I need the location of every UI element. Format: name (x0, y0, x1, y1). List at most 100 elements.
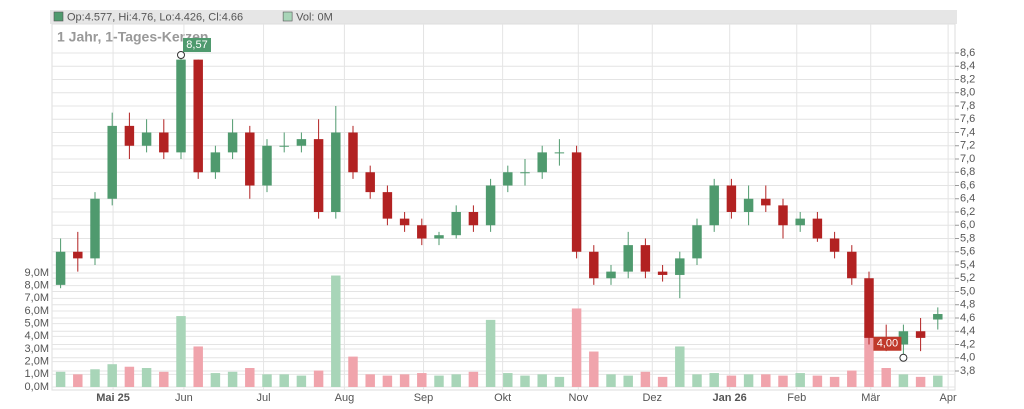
y2-tick-label: 9,0M (25, 267, 49, 279)
volume-bar (227, 371, 238, 387)
volume-bar (898, 374, 909, 387)
volume-bar (537, 374, 547, 387)
x-tick-label: Apr (940, 392, 957, 404)
candle-body (623, 245, 633, 272)
y-tick-label: 5,6 (960, 246, 975, 258)
candle-body (812, 218, 823, 239)
annotation-marker (177, 50, 185, 59)
y-tick-label: 8,2 (960, 73, 975, 85)
y2-tick-label: 4,0M (25, 330, 49, 342)
volume-bar (623, 375, 633, 387)
volume-bar (382, 375, 393, 387)
y2-tick-label: 3,0M (25, 343, 49, 355)
y-tick-label: 8,0 (960, 87, 975, 99)
x-tick-label: Jul (257, 392, 271, 404)
candle-body (709, 185, 719, 226)
volume-bar (107, 364, 117, 387)
y2-tick-label: 0,0M (25, 381, 49, 393)
y-tick-label: 5,0 (960, 285, 975, 297)
volume-bar (279, 374, 289, 387)
candle-body (107, 125, 117, 199)
volume-bar (778, 375, 788, 387)
annotation-marker (899, 353, 908, 362)
candle-body (485, 185, 496, 226)
volume-bar (520, 375, 530, 387)
candle-body (657, 271, 668, 275)
volume-bar (795, 373, 805, 387)
volume-bar (881, 368, 891, 387)
y2-tick-label: 5,0M (25, 318, 49, 330)
annotation-box (183, 37, 211, 52)
annotation-label: 8,57 (186, 39, 207, 51)
volume-bar (73, 374, 83, 387)
y-tick-label: 4,2 (960, 338, 975, 350)
candle-body (503, 172, 513, 186)
y-tick-label: 5,2 (960, 272, 975, 284)
candle-body (795, 218, 805, 226)
candle-body (640, 245, 651, 272)
candle-body (55, 251, 66, 285)
volume-bar (90, 369, 100, 387)
legend-swatch (282, 11, 293, 22)
volume-bar (55, 371, 66, 387)
legend-text: Op:4.577, Hi:4.76, Lo:4.426, Cl:4.66 (67, 11, 243, 23)
volume-bar (262, 374, 272, 387)
volume-bar (743, 374, 754, 387)
x-tick-label: Jun (175, 392, 193, 404)
volume-bar (245, 368, 255, 387)
candle-body (399, 218, 410, 226)
candle-body (554, 152, 565, 154)
y-tick-label: 6,0 (960, 219, 975, 231)
x-tick-label: Jan 26 (713, 392, 747, 404)
candle-body (434, 235, 444, 239)
header-bar (50, 10, 957, 24)
candle-body (915, 331, 926, 338)
candle-body (193, 59, 203, 173)
candle-body (692, 225, 702, 259)
candle-body (898, 331, 909, 345)
candle-body (227, 132, 238, 153)
volume-bar (365, 374, 375, 387)
volume-bar (176, 316, 186, 387)
volume-bar (692, 374, 702, 387)
plot-frame (51, 23, 956, 391)
candle-body (279, 145, 289, 147)
volume-bar (589, 351, 599, 387)
candle-body (382, 192, 393, 219)
annotation-box (873, 336, 902, 351)
volume-bar (864, 333, 874, 387)
volume-bar (503, 373, 513, 387)
volume-bar (141, 368, 152, 387)
candle-body (313, 139, 324, 212)
volume-bar (124, 366, 135, 387)
volume-bar (640, 371, 651, 387)
volume-bar (434, 375, 444, 387)
y2-tick-label: 2,0M (25, 356, 49, 368)
volume-bar (829, 376, 840, 387)
y-tick-label: 4,0 (960, 352, 975, 364)
candle-body (468, 212, 479, 226)
volume-bar (451, 374, 461, 387)
candle-body (262, 145, 272, 186)
y2-tick-label: 8,0M (25, 280, 49, 292)
subtitle: 1 Jahr, 1-Tages-Kerzen (57, 29, 208, 45)
y-tick-label: 6,2 (960, 206, 975, 218)
volume-bar (709, 373, 719, 387)
candle-body (73, 251, 83, 259)
candle-body (245, 132, 255, 186)
candle-body (778, 205, 788, 226)
y-tick-label: 8,6 (960, 47, 975, 59)
y-tick-label: 5,4 (960, 259, 975, 271)
candle-body (933, 314, 943, 320)
y-tick-label: 7,2 (960, 140, 975, 152)
y-tick-label: 6,6 (960, 179, 975, 191)
volume-bar (417, 373, 427, 387)
volume-bar (606, 374, 616, 387)
x-tick-label: Mai 25 (96, 392, 130, 404)
volume-bar (915, 376, 926, 387)
y-tick-label: 7,4 (960, 126, 975, 138)
candle-body (864, 278, 874, 338)
candle-body (451, 212, 461, 236)
candle-body (176, 59, 186, 153)
